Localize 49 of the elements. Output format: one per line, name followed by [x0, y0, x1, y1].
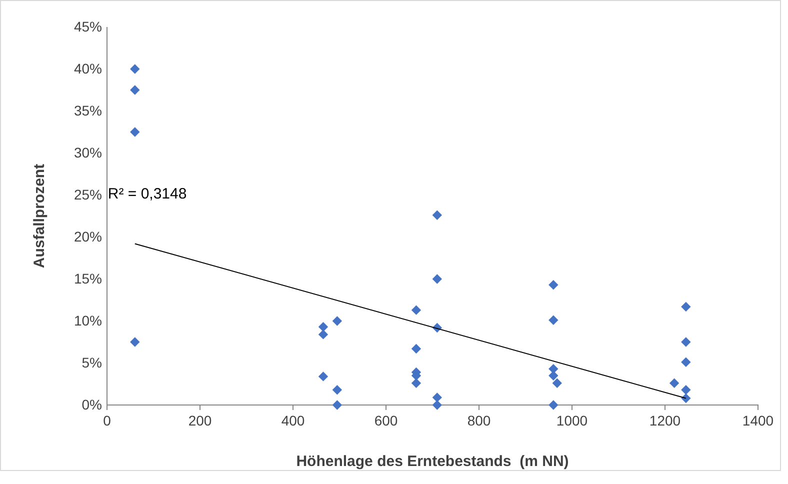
y-tick-label: 0% — [82, 396, 102, 412]
x-tick-label: 800 — [467, 412, 491, 429]
point — [411, 344, 422, 354]
x-tick-label: 1000 — [556, 412, 588, 429]
point — [332, 316, 342, 326]
x-tick-label: 0 — [103, 412, 112, 429]
point — [411, 378, 422, 388]
point — [318, 322, 328, 332]
point — [130, 127, 140, 137]
point — [669, 378, 680, 388]
x-axis-title: Höhenlage des Erntebestands (m NN) — [296, 453, 569, 470]
point — [432, 210, 442, 220]
point — [411, 305, 422, 315]
point — [681, 385, 691, 395]
x-tick-label: 600 — [374, 412, 398, 429]
y-tick-label: 25% — [74, 186, 102, 202]
point — [130, 85, 140, 95]
point — [130, 64, 140, 74]
y-tick-label: 30% — [74, 144, 102, 160]
y-tick-label: 10% — [74, 312, 102, 328]
point — [332, 385, 342, 395]
y-tick-label: 40% — [74, 60, 102, 76]
point — [318, 330, 328, 340]
point — [548, 315, 558, 326]
point — [432, 392, 442, 402]
point — [681, 337, 691, 347]
point — [548, 280, 558, 290]
x-tick-label: 1400 — [742, 412, 774, 429]
point — [681, 357, 691, 368]
y-tick-label: 15% — [74, 270, 102, 286]
x-tick-label: 400 — [281, 412, 305, 429]
point — [432, 400, 442, 410]
point — [548, 370, 558, 380]
x-tick-label: 1200 — [649, 412, 681, 429]
y-tick-label: 20% — [74, 228, 102, 244]
point — [318, 372, 328, 382]
y-tick-label: 5% — [82, 354, 102, 370]
point — [432, 274, 442, 284]
point — [548, 400, 558, 410]
y-tick-label: 45% — [74, 18, 102, 34]
point — [681, 393, 691, 404]
y-tick-label: 35% — [74, 102, 102, 118]
point — [332, 400, 342, 410]
y-axis-title: Ausfallprozent — [31, 164, 48, 268]
annotation: R² = 0,3148 — [108, 186, 187, 203]
point — [681, 302, 691, 312]
point — [552, 378, 562, 388]
x-tick-label: 200 — [188, 412, 212, 429]
point — [130, 337, 140, 347]
